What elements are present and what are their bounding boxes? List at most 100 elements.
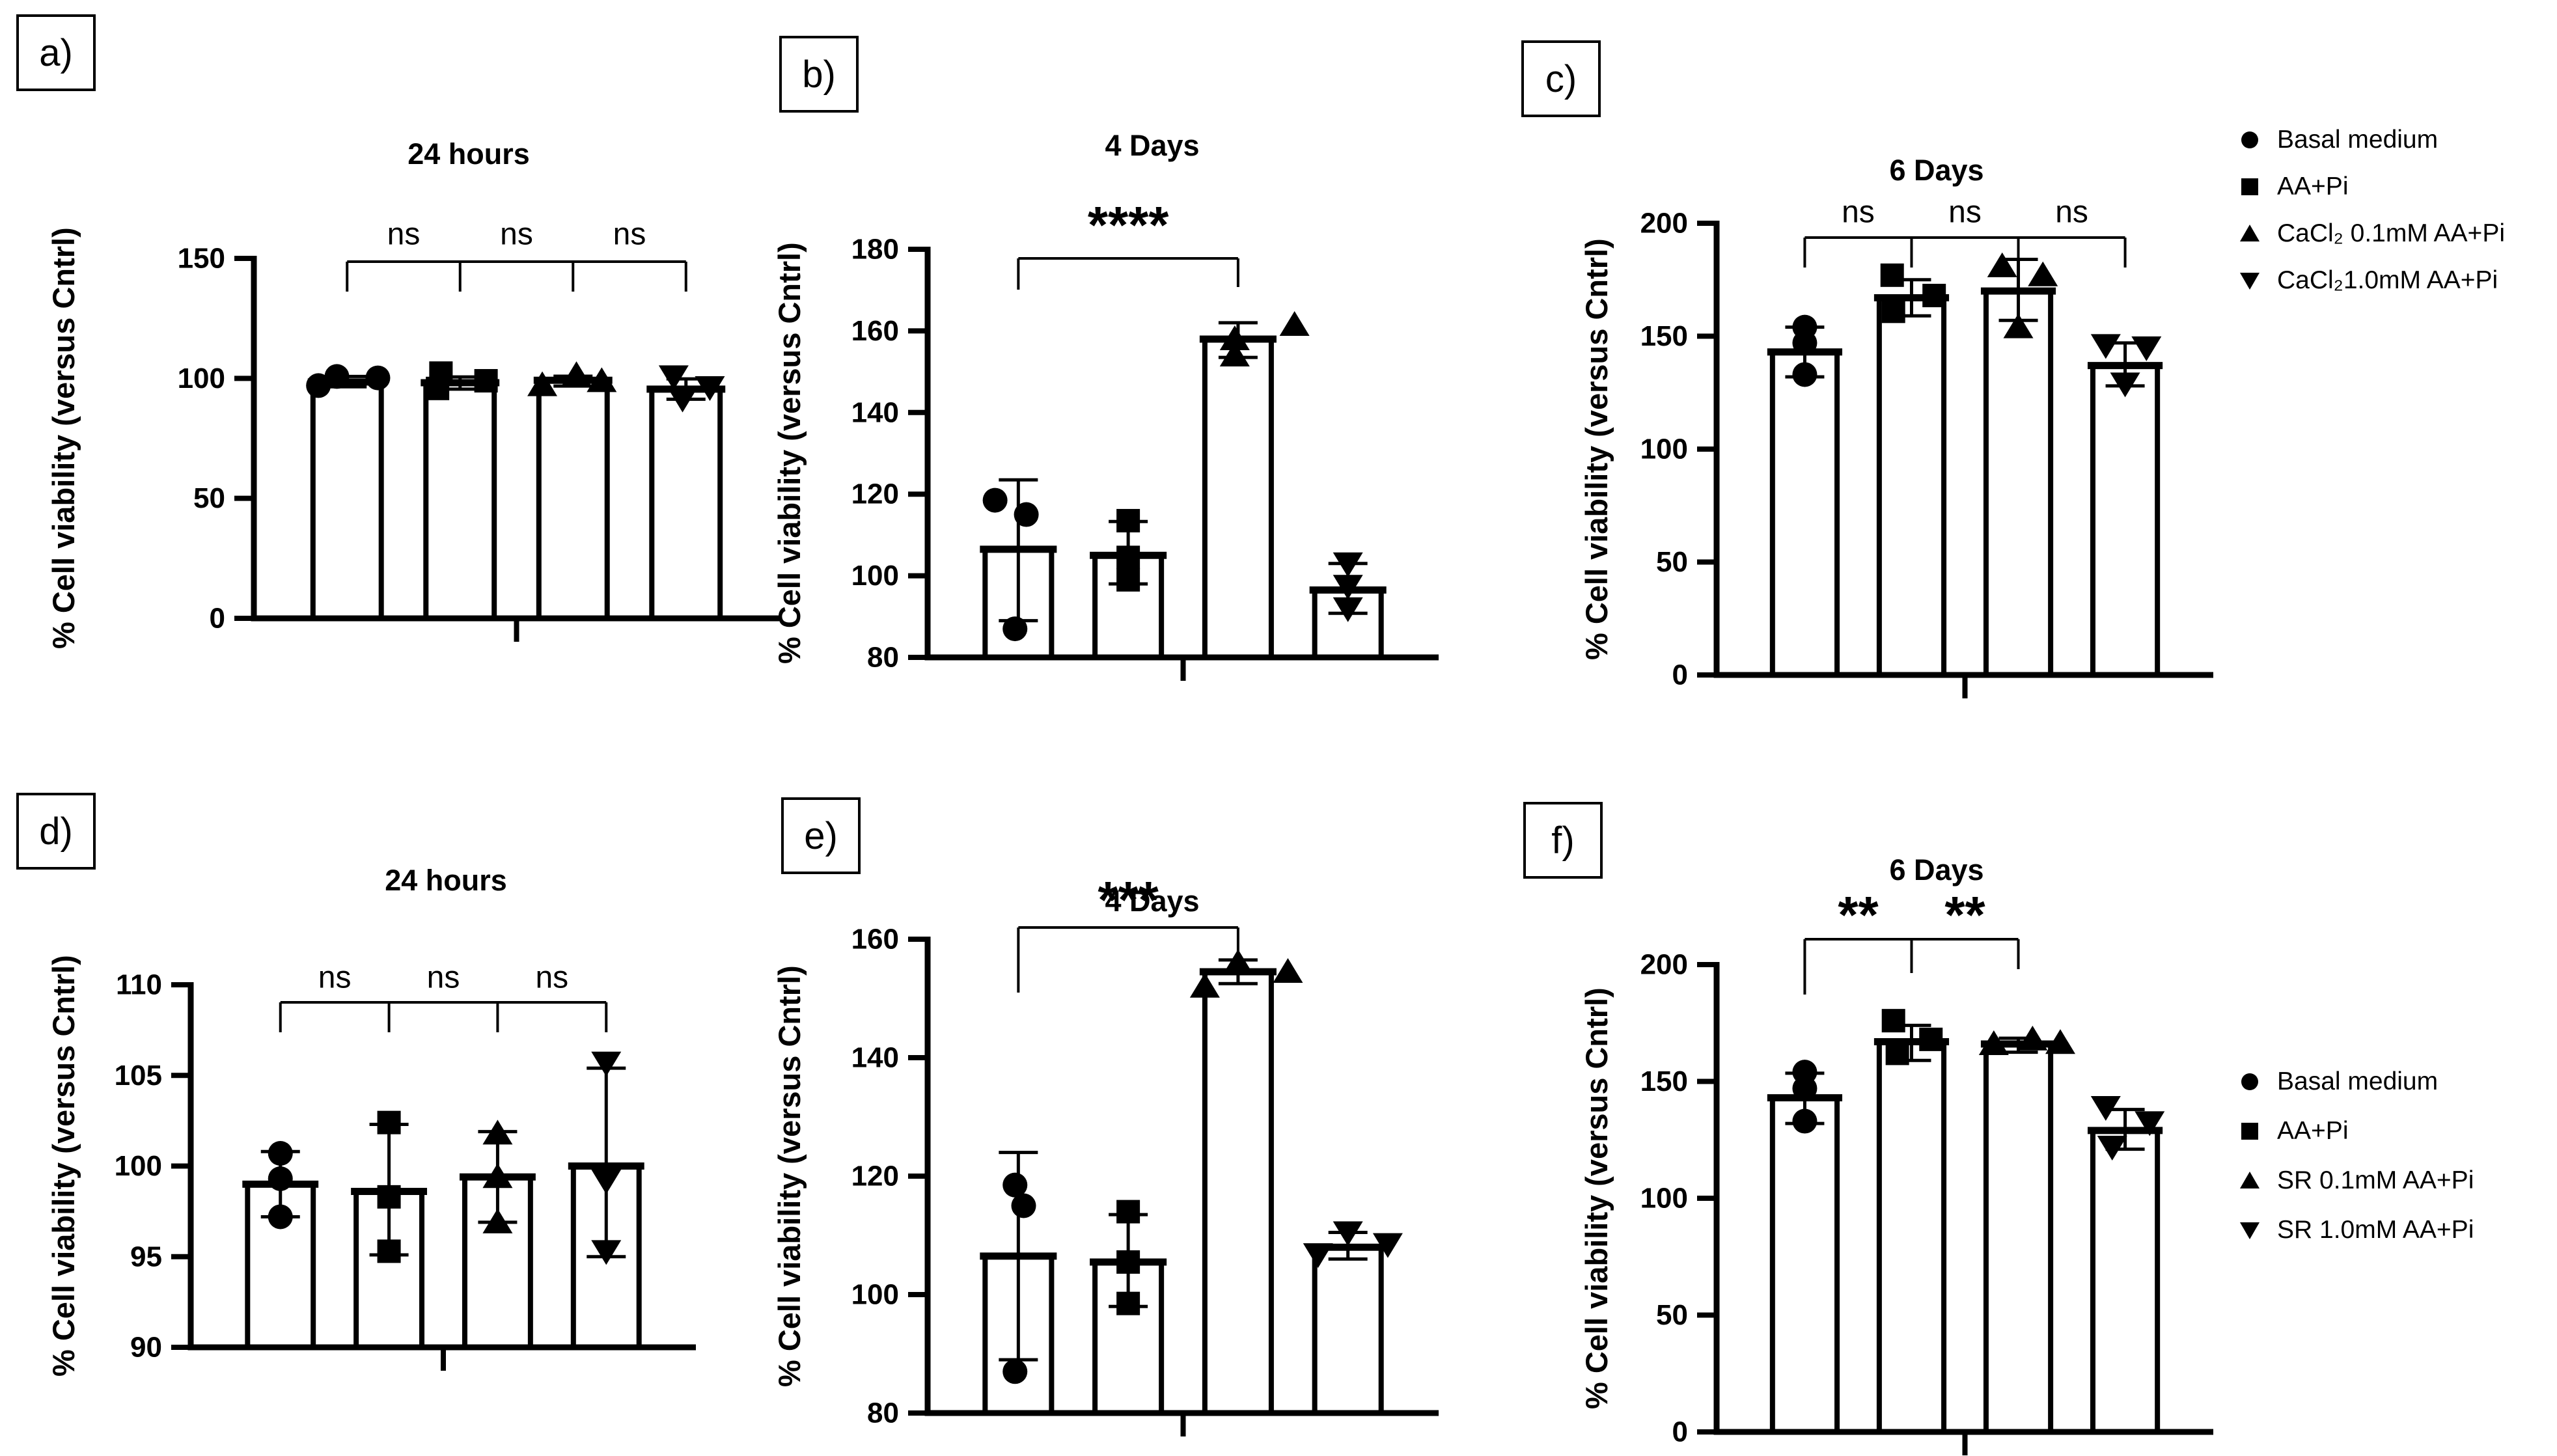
triangle-up-marker bbox=[482, 1119, 513, 1145]
triangle-up-marker bbox=[482, 1163, 513, 1188]
triangle-down-marker bbox=[2090, 1095, 2121, 1121]
square-marker bbox=[377, 1185, 401, 1209]
y-axis-label-f: % Cell viability (versus Cntrl) bbox=[1579, 987, 1614, 1409]
circle-marker bbox=[268, 1141, 293, 1166]
square-marker bbox=[1881, 299, 1905, 323]
triangle-up-marker bbox=[1219, 325, 1250, 350]
triangle-down-marker bbox=[1333, 575, 1363, 600]
y-tick-label: 100 bbox=[851, 1279, 899, 1311]
y-tick-label: 90 bbox=[130, 1332, 162, 1364]
panel-title-c: 6 Days bbox=[1889, 154, 1984, 187]
significance-label: ns bbox=[500, 217, 533, 252]
square-marker bbox=[1919, 1027, 1943, 1051]
panel-title-e: 4 Days bbox=[1105, 885, 1200, 918]
legend-item-label: SR 0.1mM AA+Pi bbox=[2277, 1166, 2474, 1194]
triangle-down-icon bbox=[2240, 1222, 2260, 1239]
bar bbox=[649, 386, 723, 621]
circle-icon bbox=[2241, 1073, 2258, 1090]
triangle-down-marker bbox=[2131, 336, 2162, 361]
y-tick-label: 150 bbox=[178, 243, 225, 275]
y-tick-label: 80 bbox=[867, 1397, 899, 1429]
triangle-down-marker bbox=[695, 376, 725, 401]
y-tick-label: 110 bbox=[116, 969, 162, 1001]
triangle-down-marker bbox=[658, 365, 689, 391]
square-marker bbox=[1881, 1009, 1905, 1033]
panel-label-e: e) bbox=[781, 797, 861, 874]
panel-label-c: c) bbox=[1521, 40, 1601, 117]
y-tick-label: 0 bbox=[210, 603, 225, 635]
triangle-up-marker bbox=[1978, 1030, 2009, 1056]
y-tick-label: 100 bbox=[1640, 433, 1688, 465]
triangle-down-marker bbox=[591, 1240, 622, 1265]
bar bbox=[423, 379, 497, 622]
circle-marker bbox=[1002, 1172, 1028, 1198]
significance-label: ns bbox=[427, 961, 460, 995]
panel-label-b: b) bbox=[779, 36, 859, 113]
y-tick-label: 180 bbox=[851, 234, 899, 266]
y-axis-label-a: % Cell viability (versus Cntrl) bbox=[46, 227, 81, 650]
panel-c-plot: 0 50 100 150 200 ns ns ns bbox=[1640, 195, 2213, 698]
circle-marker bbox=[306, 373, 331, 398]
legend-item-label: Basal medium bbox=[2277, 126, 2439, 154]
significance-label: ns bbox=[387, 217, 421, 252]
y-axis-label-b: % Cell viability (versus Cntrl) bbox=[772, 242, 807, 665]
triangle-up-marker bbox=[561, 361, 592, 387]
y-tick-label: 95 bbox=[130, 1241, 162, 1272]
y-tick-label: 80 bbox=[867, 642, 899, 674]
circle-marker bbox=[1792, 1108, 1818, 1134]
triangle-up-marker bbox=[1273, 958, 1303, 983]
panel-label-a: a) bbox=[16, 14, 96, 91]
square-marker bbox=[377, 1110, 401, 1134]
triangle-up-marker bbox=[2028, 261, 2058, 286]
square-icon bbox=[2241, 1123, 2258, 1140]
bar bbox=[1769, 1095, 1840, 1435]
bar bbox=[2090, 363, 2161, 678]
circle-marker bbox=[1792, 362, 1818, 387]
panel-f-plot: 0 50 100 150 200 ** ** bbox=[1640, 886, 2213, 1455]
triangle-up-marker bbox=[1223, 949, 1253, 974]
significance-label: ns bbox=[1948, 195, 1982, 230]
panel-title-a: 24 hours bbox=[408, 137, 530, 171]
bar bbox=[1202, 336, 1274, 660]
square-marker bbox=[1922, 284, 1946, 308]
legend-item: AA+Pi bbox=[2237, 1106, 2474, 1156]
circle-marker bbox=[982, 488, 1008, 513]
triangle-up-marker bbox=[1219, 342, 1250, 367]
triangle-up-marker bbox=[2045, 1029, 2075, 1054]
y-tick-label: 100 bbox=[115, 1150, 162, 1182]
triangle-up-marker bbox=[1987, 252, 2017, 277]
square-marker bbox=[1116, 1200, 1140, 1224]
legend-item-label: SR 1.0mM AA+Pi bbox=[2277, 1216, 2474, 1244]
significance-label: *** bbox=[1098, 871, 1159, 929]
y-tick-label: 200 bbox=[1640, 949, 1688, 981]
y-tick-label: 50 bbox=[193, 482, 225, 514]
panel-title-b: 4 Days bbox=[1105, 129, 1200, 162]
significance-label: ** bbox=[1838, 886, 1879, 944]
bar bbox=[1983, 288, 2054, 678]
triangle-down-marker bbox=[1333, 552, 1363, 577]
y-tick-label: 160 bbox=[851, 315, 899, 347]
y-tick-label: 150 bbox=[1640, 1065, 1688, 1097]
bar bbox=[310, 379, 384, 621]
significance-label: ns bbox=[613, 217, 646, 252]
y-tick-label: 120 bbox=[851, 1161, 899, 1192]
significance-label: ns bbox=[535, 961, 568, 995]
square-marker bbox=[377, 1239, 401, 1263]
legend-bottom: Basal medium AA+Pi SR 0.1mM AA+Pi SR 1.0… bbox=[2237, 1057, 2474, 1255]
triangle-up-marker bbox=[1279, 310, 1310, 336]
square-marker bbox=[1116, 568, 1140, 592]
significance-bracket: ** ** bbox=[1803, 886, 2020, 995]
circle-icon bbox=[2241, 131, 2258, 148]
y-axis-label-d: % Cell viability (versus Cntrl) bbox=[46, 955, 81, 1377]
y-tick-label: 140 bbox=[851, 1042, 899, 1074]
legend-item: CaCl₂1.0mM AA+Pi bbox=[2237, 257, 2505, 304]
legend-item: SR 0.1mM AA+Pi bbox=[2237, 1156, 2474, 1205]
legend-item: Basal medium bbox=[2237, 117, 2505, 163]
triangle-up-icon bbox=[2240, 225, 2260, 241]
triangle-up-marker bbox=[587, 367, 617, 392]
y-tick-label: 100 bbox=[851, 560, 899, 592]
y-tick-label: 100 bbox=[1640, 1183, 1688, 1215]
significance-label: **** bbox=[1088, 196, 1169, 254]
